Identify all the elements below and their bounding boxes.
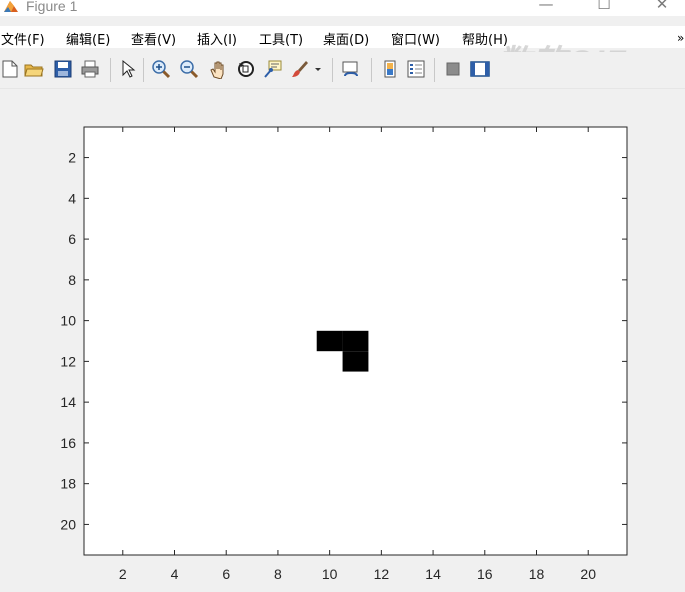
show-plot-tools-icon[interactable] — [470, 59, 490, 79]
menu-help[interactable]: 帮助(H) — [462, 33, 508, 48]
hide-plot-tools-icon[interactable] — [443, 59, 463, 79]
menu-window[interactable]: 窗口(W) — [391, 33, 440, 48]
image-cells — [316, 330, 369, 372]
pan-icon[interactable] — [208, 59, 228, 79]
menu-file[interactable]: 文件(F) — [1, 33, 45, 48]
x-tick-label: 14 — [425, 566, 441, 582]
new-figure-icon[interactable] — [0, 59, 20, 79]
zoom-in-icon[interactable] — [151, 59, 171, 79]
menu-insert[interactable]: 插入(I) — [197, 33, 237, 48]
window-title: Figure 1 — [26, 0, 78, 14]
x-tick-label: 12 — [374, 566, 390, 582]
axis-ticks: 2 4 6 8 10 12 14 16 18 20 2 4 6 8 10 12 14 16 18 20 — [60, 127, 627, 582]
y-tick-label: 12 — [60, 353, 76, 369]
link-plot-icon[interactable] — [341, 59, 361, 79]
toolbar-separator — [143, 58, 144, 82]
rotate-3d-icon[interactable] — [236, 59, 256, 79]
y-tick-label: 14 — [60, 394, 76, 410]
y-tick-label: 4 — [68, 190, 76, 206]
menu-overflow-icon[interactable]: » — [677, 31, 685, 45]
pointer-icon[interactable] — [118, 59, 138, 79]
toolbar-separator — [371, 58, 372, 82]
figure-canvas[interactable]: 2 4 6 8 10 12 14 16 18 20 2 4 6 8 10 12 14 16 18 20 — [0, 89, 685, 592]
x-tick-label: 4 — [171, 566, 179, 582]
x-tick-label: 8 — [274, 566, 282, 582]
y-tick-label: 16 — [60, 435, 76, 451]
x-tick-label: 20 — [580, 566, 596, 582]
x-tick-label: 16 — [477, 566, 493, 582]
print-icon[interactable] — [80, 59, 100, 79]
menu-edit[interactable]: 编辑(E) — [66, 33, 111, 48]
save-icon[interactable] — [53, 59, 73, 79]
image-cell-2 — [342, 330, 369, 352]
y-tick-label: 6 — [68, 231, 76, 247]
y-tick-label: 20 — [60, 516, 76, 532]
toolbar-separator — [434, 58, 435, 82]
axes-box — [83, 126, 628, 556]
menu-bar: 文件(F) 编辑(E) 查看(V) 插入(I) 工具(T) 桌面(D) 窗口(W… — [0, 26, 685, 82]
minimize-button[interactable]: — — [538, 0, 554, 13]
data-cursor-icon[interactable] — [263, 59, 283, 79]
y-tick-label: 18 — [60, 476, 76, 492]
figure-toolbar — [0, 52, 685, 89]
colorbar-icon[interactable] — [380, 59, 400, 79]
toolbar-separator — [110, 58, 111, 82]
x-tick-label: 18 — [529, 566, 545, 582]
brush-icon[interactable] — [290, 59, 310, 79]
image-cell-3 — [342, 351, 369, 372]
maximize-button[interactable]: ☐ — [597, 0, 611, 13]
y-tick-label: 8 — [68, 272, 76, 288]
x-tick-label: 10 — [322, 566, 338, 582]
menu-tools[interactable]: 工具(T) — [259, 33, 304, 48]
matlab-logo-icon — [4, 1, 18, 12]
close-button[interactable]: ✕ — [655, 0, 669, 13]
open-file-icon[interactable] — [24, 59, 44, 79]
brush-dropdown-icon[interactable] — [312, 59, 324, 79]
y-tick-label: 10 — [60, 313, 76, 329]
image-plot[interactable]: 2 4 6 8 10 12 14 16 18 20 2 4 6 8 10 12 14 16 18 20 — [0, 89, 685, 592]
x-tick-label: 2 — [119, 566, 127, 582]
window-title-bar: Figure 1 — ☐ ✕ — [0, 0, 685, 16]
zoom-out-icon[interactable] — [179, 59, 199, 79]
toolbar-separator — [332, 58, 333, 82]
x-tick-label: 6 — [222, 566, 230, 582]
menu-desktop[interactable]: 桌面(D) — [323, 33, 370, 48]
menu-view[interactable]: 查看(V) — [131, 33, 177, 48]
y-tick-label: 2 — [68, 150, 76, 166]
image-cell-1 — [316, 330, 343, 352]
legend-icon[interactable] — [406, 59, 426, 79]
